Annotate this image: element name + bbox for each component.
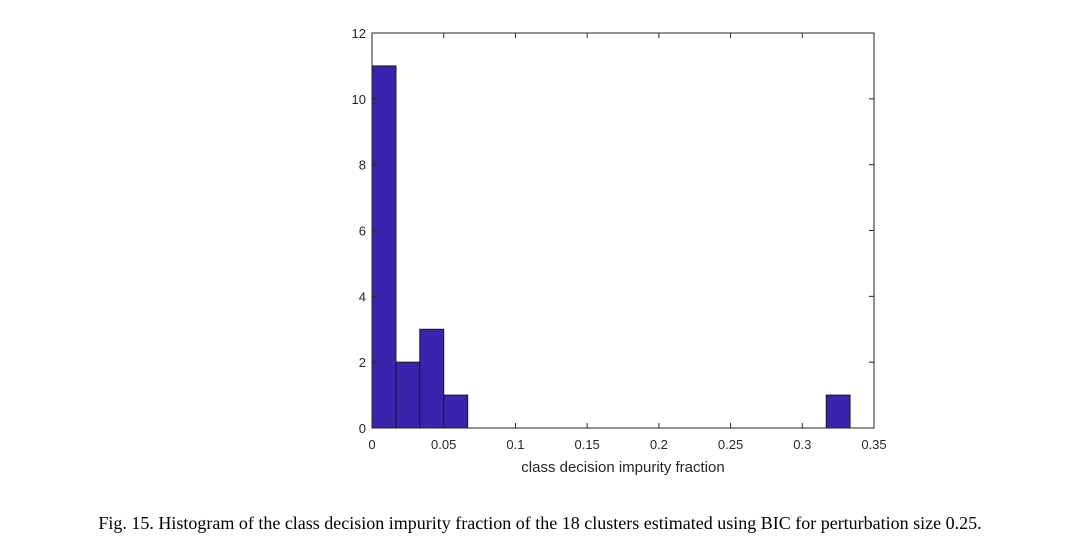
figure-caption: Fig. 15. Histogram of the class decision… (98, 513, 982, 533)
x-tick-label: 0.1 (506, 437, 524, 452)
y-axis-tick-labels: 0 2 4 6 8 10 12 (352, 26, 366, 436)
histogram-bars (371, 65, 851, 429)
y-tick-label: 12 (352, 26, 366, 41)
histogram-bar (443, 394, 469, 429)
histogram-bar (825, 394, 851, 429)
histogram-bar (419, 328, 445, 429)
y-tick-label: 0 (359, 421, 366, 436)
axis-ticks (371, 32, 875, 429)
x-tick-label: 0 (368, 437, 375, 452)
x-tick-label: 0.05 (431, 437, 456, 452)
x-tick-label: 0.25 (718, 437, 743, 452)
histogram-bar (371, 65, 397, 429)
x-axis-label: class decision impurity fraction (521, 459, 724, 476)
y-tick-label: 8 (359, 158, 366, 173)
x-tick-label: 0.3 (793, 437, 811, 452)
x-tick-label: 0.2 (650, 437, 668, 452)
histogram-bar (395, 361, 421, 429)
x-tick-label: 0.35 (861, 437, 886, 452)
plot-area-frame (371, 32, 875, 429)
y-tick-label: 6 (359, 224, 366, 239)
y-tick-label: 2 (359, 355, 366, 370)
y-tick-label: 4 (359, 289, 366, 304)
x-tick-label: 0.15 (574, 437, 599, 452)
x-axis-tick-labels: 0 0.05 0.1 0.15 0.2 0.25 0.3 0.35 (368, 437, 886, 452)
y-tick-label: 10 (352, 92, 366, 107)
